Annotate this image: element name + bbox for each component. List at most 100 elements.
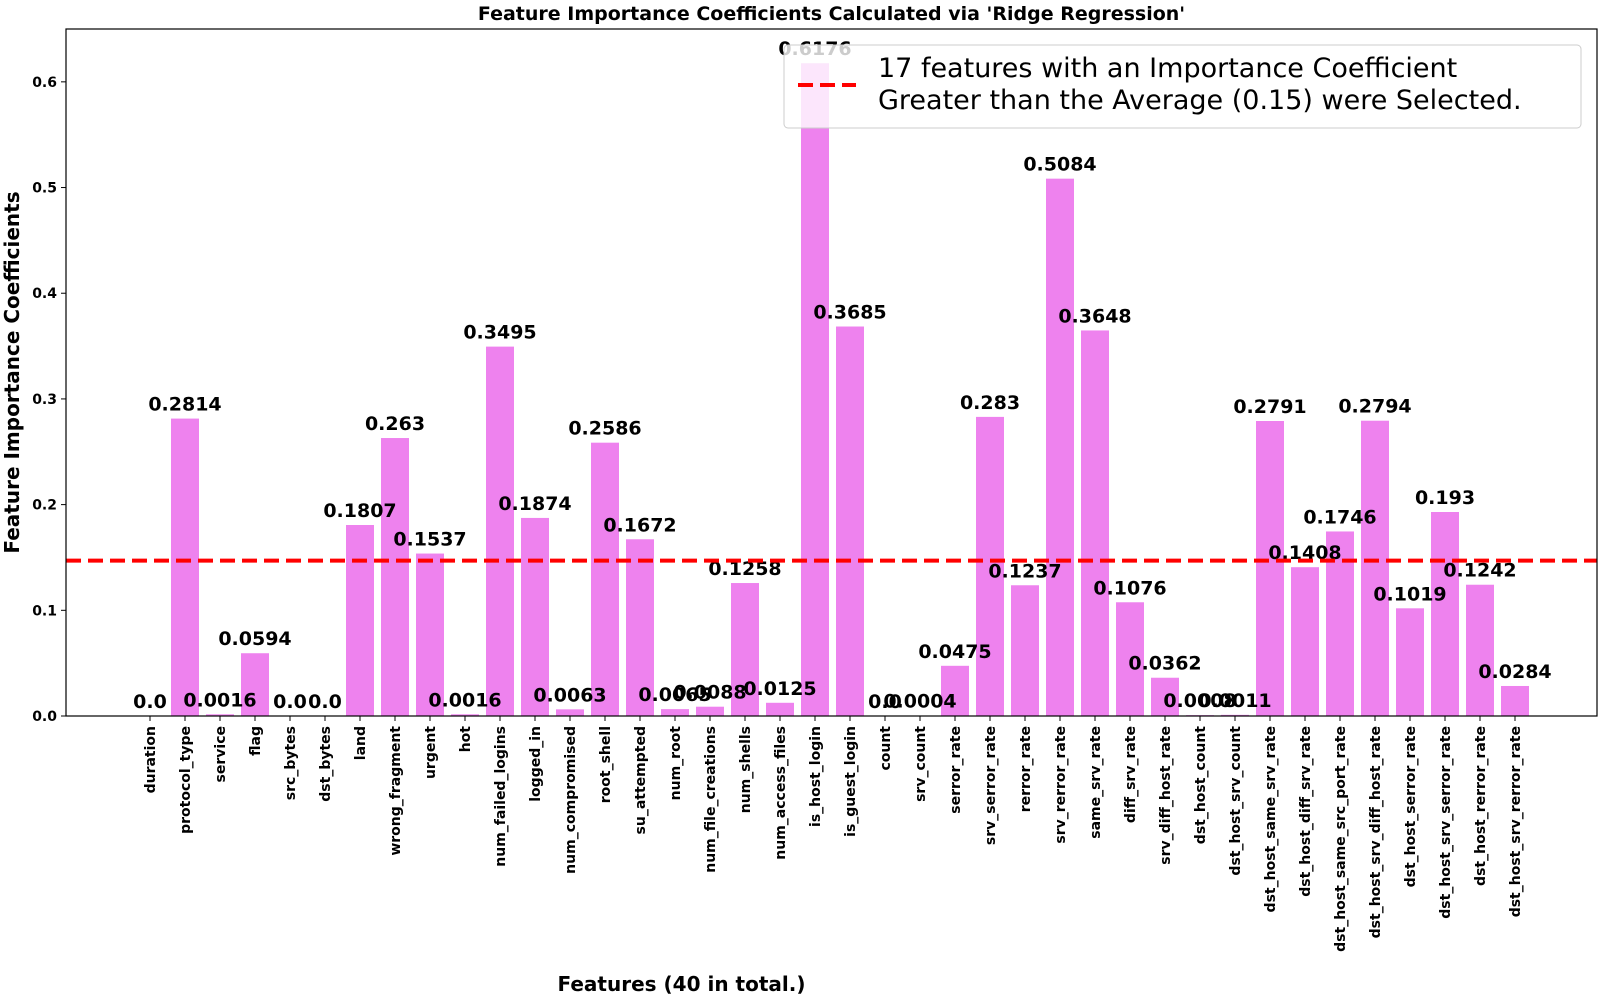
bar-num_file_creations xyxy=(696,707,724,716)
value-label-dst_host_srv_diff_host_rate: 0.2794 xyxy=(1338,396,1411,418)
value-label-srv_rerror_rate: 0.5084 xyxy=(1023,154,1096,176)
value-label-srv_serror_rate: 0.283 xyxy=(960,392,1020,414)
bar-srv_rerror_rate xyxy=(1046,179,1074,716)
bar-is_guest_login xyxy=(836,327,864,716)
x-tick-label-srv_diff_host_rate: srv_diff_host_rate xyxy=(1158,726,1174,865)
value-label-same_srv_rate: 0.3648 xyxy=(1058,305,1131,327)
bar-num_access_files xyxy=(766,703,794,716)
y-tick-label: 0.1 xyxy=(32,603,57,619)
value-label-dst_host_same_src_port_rate: 0.1746 xyxy=(1303,506,1376,528)
value-label-dst_host_rerror_rate: 0.1242 xyxy=(1443,560,1516,582)
bar-wrong_fragment xyxy=(381,438,409,716)
value-label-num_failed_logins: 0.3495 xyxy=(463,322,536,344)
x-tick-label-protocol_type: protocol_type xyxy=(178,726,194,834)
value-label-duration: 0.0 xyxy=(133,691,167,713)
value-label-logged_in: 0.1874 xyxy=(498,493,571,515)
x-tick-label-service: service xyxy=(213,726,229,782)
value-label-root_shell: 0.2586 xyxy=(568,418,641,440)
x-tick-label-duration: duration xyxy=(143,726,159,793)
y-tick-label: 0.4 xyxy=(32,286,57,302)
x-tick-label-dst_host_serror_rate: dst_host_serror_rate xyxy=(1403,726,1419,887)
legend: 17 features with an Importance Coefficie… xyxy=(784,45,1581,128)
x-tick-label-wrong_fragment: wrong_fragment xyxy=(388,726,404,856)
x-tick-label-hot: hot xyxy=(458,726,474,753)
x-tick-label-urgent: urgent xyxy=(423,726,439,779)
x-tick-label-rerror_rate: rerror_rate xyxy=(1018,726,1034,812)
x-tick-label-count: count xyxy=(878,726,894,771)
x-tick-label-su_attempted: su_attempted xyxy=(633,726,649,834)
x-axis-title: Features (40 in total.) xyxy=(558,972,806,996)
x-tick-label-same_srv_rate: same_srv_rate xyxy=(1088,726,1104,839)
bar-num_failed_logins xyxy=(486,347,514,716)
bar-is_host_login xyxy=(801,63,829,716)
value-label-urgent: 0.1537 xyxy=(393,529,466,551)
value-label-srv_count: 0.0004 xyxy=(883,691,956,713)
value-label-srv_diff_host_rate: 0.0362 xyxy=(1128,653,1201,675)
x-tick-label-num_shells: num_shells xyxy=(738,726,754,813)
value-label-su_attempted: 0.1672 xyxy=(603,514,676,536)
bar-protocol_type xyxy=(171,419,199,716)
x-tick-label-diff_srv_rate: diff_srv_rate xyxy=(1123,726,1139,823)
x-tick-label-dst_bytes: dst_bytes xyxy=(318,726,334,802)
x-tick-label-is_guest_login: is_guest_login xyxy=(843,726,859,837)
x-tick-label-dst_host_count: dst_host_count xyxy=(1193,726,1209,845)
x-tick-label-dst_host_rerror_rate: dst_host_rerror_rate xyxy=(1473,726,1489,886)
x-tick-label-dst_host_same_srv_rate: dst_host_same_srv_rate xyxy=(1263,726,1279,912)
bar-land xyxy=(346,525,374,716)
value-label-land: 0.1807 xyxy=(323,500,396,522)
bar-root_shell xyxy=(591,443,619,716)
legend-text-line1: 17 features with an Importance Coefficie… xyxy=(878,53,1457,84)
x-tick-label-num_access_files: num_access_files xyxy=(773,726,789,860)
bar-num_root xyxy=(661,709,689,716)
x-tick-label-serror_rate: serror_rate xyxy=(948,726,964,814)
x-tick-label-num_compromised: num_compromised xyxy=(563,726,579,874)
x-tick-label-land: land xyxy=(353,726,369,760)
bar-dst_host_same_srv_rate xyxy=(1256,421,1284,716)
value-label-hot: 0.0016 xyxy=(428,689,501,711)
x-axis: duration protocol_type service flag src_byte… xyxy=(143,716,1524,952)
value-label-dst_host_srv_serror_rate: 0.193 xyxy=(1415,487,1475,509)
x-tick-label-is_host_login: is_host_login xyxy=(808,726,824,827)
y-tick-label: 0.6 xyxy=(32,75,57,91)
x-tick-label-root_shell: root_shell xyxy=(598,726,614,803)
bar-dst_host_srv_serror_rate xyxy=(1431,512,1459,716)
bar-same_srv_rate xyxy=(1081,330,1109,716)
value-label-num_file_creations: 0.0088 xyxy=(673,682,746,704)
y-axis-title: Feature Importance Coefficients xyxy=(0,191,24,553)
value-label-num_compromised: 0.0063 xyxy=(533,684,606,706)
y-axis: 0.00.10.20.30.40.50.6 xyxy=(32,75,66,725)
value-label-serror_rate: 0.0475 xyxy=(918,641,991,663)
x-tick-label-dst_host_srv_diff_host_rate: dst_host_srv_diff_host_rate xyxy=(1368,726,1384,938)
bar-dst_host_srv_diff_host_rate xyxy=(1361,421,1389,716)
bar-rerror_rate xyxy=(1011,585,1039,716)
legend-text-line2: Greater than the Average (0.15) were Sel… xyxy=(878,85,1522,116)
x-tick-label-num_failed_logins: num_failed_logins xyxy=(493,726,509,867)
x-tick-label-srv_count: srv_count xyxy=(913,726,929,802)
x-tick-label-dst_host_same_src_port_rate: dst_host_same_src_port_rate xyxy=(1333,726,1349,952)
y-tick-label: 0.3 xyxy=(32,392,57,408)
value-label-rerror_rate: 0.1237 xyxy=(988,560,1061,582)
x-tick-label-flag: flag xyxy=(248,726,264,756)
value-label-flag: 0.0594 xyxy=(218,628,291,650)
x-tick-label-srv_serror_rate: srv_serror_rate xyxy=(983,726,999,845)
bar-dst_host_serror_rate xyxy=(1396,608,1424,716)
value-label-dst_bytes: 0.0 xyxy=(308,691,342,713)
value-label-num_access_files: 0.0125 xyxy=(743,678,816,700)
value-label-service: 0.0016 xyxy=(183,689,256,711)
value-label-src_bytes: 0.0 xyxy=(273,691,307,713)
y-tick-label: 0.2 xyxy=(32,498,57,514)
value-label-is_guest_login: 0.3685 xyxy=(813,302,886,324)
x-tick-label-dst_host_srv_rerror_rate: dst_host_srv_rerror_rate xyxy=(1508,726,1524,917)
bars xyxy=(171,63,1529,716)
x-tick-label-src_bytes: src_bytes xyxy=(283,726,299,800)
x-tick-label-logged_in: logged_in xyxy=(528,726,544,802)
bar-dst_host_diff_srv_rate xyxy=(1291,567,1319,716)
bar-num_compromised xyxy=(556,709,584,716)
x-tick-label-num_file_creations: num_file_creations xyxy=(703,726,719,873)
x-tick-label-num_root: num_root xyxy=(668,726,684,801)
x-tick-label-dst_host_srv_count: dst_host_srv_count xyxy=(1228,726,1244,876)
value-label-dst_host_srv_rerror_rate: 0.0284 xyxy=(1478,661,1551,683)
bar-dst_host_rerror_rate xyxy=(1466,585,1494,716)
bar-dst_host_srv_rerror_rate xyxy=(1501,686,1529,716)
